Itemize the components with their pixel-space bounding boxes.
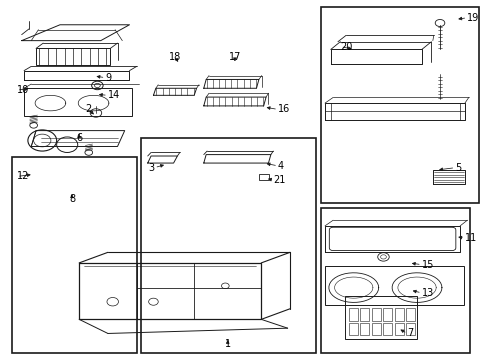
Text: 10: 10 [17,85,29,95]
Bar [383,323,391,335]
Bar [383,309,391,321]
Bar [348,309,357,321]
Bar [24,88,132,117]
Text: 14: 14 [108,90,120,100]
Text: 21: 21 [273,175,285,185]
Text: 17: 17 [228,51,241,62]
Bar [394,323,403,335]
Text: 3: 3 [148,163,154,173]
Text: 9: 9 [105,73,111,83]
Text: 11: 11 [464,233,476,243]
Bar [371,309,380,321]
Bar [406,309,414,321]
Text: 8: 8 [69,194,75,204]
Text: 12: 12 [17,171,29,181]
Text: 7: 7 [407,328,413,338]
Text: 19: 19 [467,13,479,23]
Bar [321,208,469,353]
Bar [406,323,414,335]
Bar [371,323,380,335]
Bar [345,296,416,339]
Text: 2: 2 [85,104,92,114]
Bar [348,323,357,335]
Text: 16: 16 [278,104,290,114]
Bar [12,157,137,353]
Bar [360,309,368,321]
Text: 6: 6 [76,133,82,143]
Bar [360,323,368,335]
Bar [36,48,110,66]
Text: 15: 15 [421,260,433,270]
Bar [141,138,316,353]
Bar [394,309,403,321]
Text: 5: 5 [454,163,461,173]
Text: 1: 1 [224,339,230,349]
Bar [258,174,269,180]
Bar [325,266,463,305]
Text: 18: 18 [168,52,181,62]
Bar [321,7,478,203]
Text: 4: 4 [278,161,284,171]
Text: 20: 20 [340,42,352,51]
Text: 13: 13 [421,288,433,298]
